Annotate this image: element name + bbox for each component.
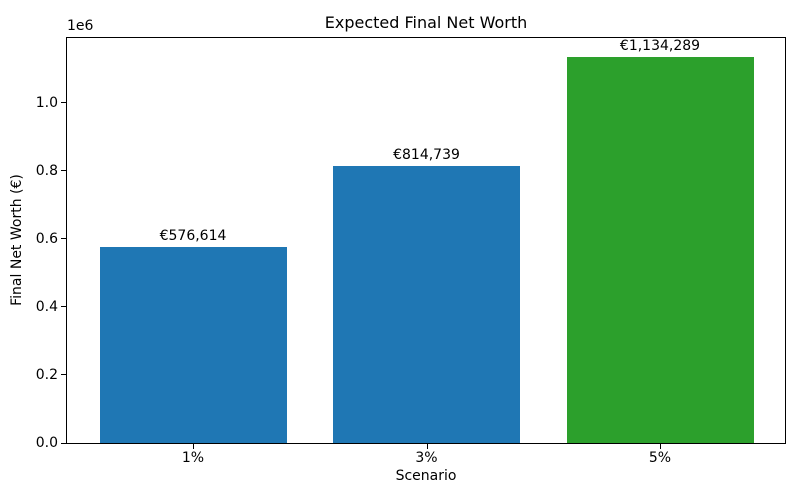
bar-value-label: €1,134,289 <box>619 38 701 54</box>
y-tick-mark <box>61 238 66 240</box>
x-tick-label: 3% <box>415 450 438 466</box>
chart-title: Expected Final Net Worth <box>324 13 528 32</box>
y-tick-label: 0.8 <box>35 162 58 179</box>
y-tick-label: 0.6 <box>35 230 58 247</box>
plot-area: €576,614 €814,739 €1,134,289 <box>66 37 786 444</box>
x-axis-label: Scenario <box>395 468 457 484</box>
bar-1% <box>99 246 287 443</box>
y-tick-label: 0.0 <box>35 435 58 451</box>
bar-5% <box>566 57 754 443</box>
x-tick-label: 5% <box>648 450 672 466</box>
bar-value-label: €576,614 <box>159 227 227 244</box>
y-tick-label: 0.2 <box>35 366 58 383</box>
y-tick-mark <box>61 374 66 376</box>
x-tick-mark <box>193 444 194 449</box>
x-tick-label: 1% <box>181 450 205 466</box>
y-tick-label: 0.4 <box>35 298 58 315</box>
y-tick-mark <box>61 442 66 444</box>
y-tick-mark <box>61 102 66 104</box>
y-tick-mark <box>61 306 66 308</box>
bar-value-label: €814,739 <box>393 146 460 163</box>
x-tick-mark <box>660 444 661 449</box>
x-tick-mark <box>426 444 428 449</box>
y-axis-offset-text: 1e6 <box>67 18 94 34</box>
bar-3% <box>333 165 520 443</box>
y-tick-mark <box>61 170 66 172</box>
y-tick-label: 1.0 <box>35 94 58 111</box>
